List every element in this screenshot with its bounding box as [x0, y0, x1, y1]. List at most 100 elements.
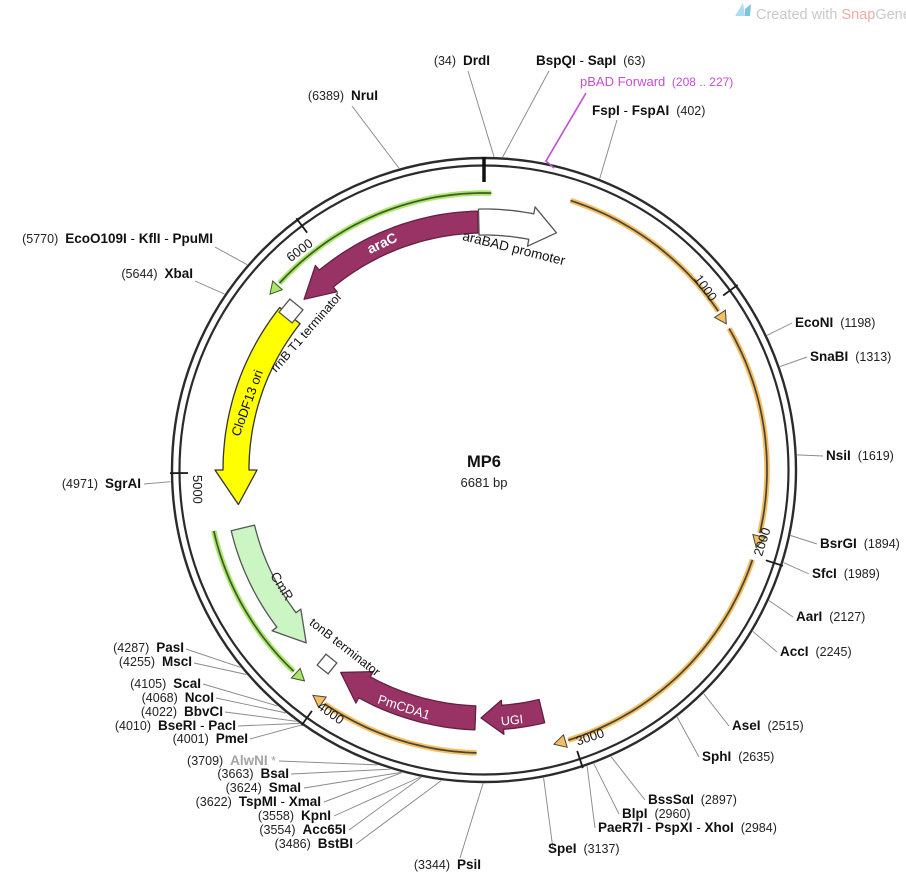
- site-label-SnaBI: SnaBI (1313): [810, 349, 891, 364]
- site-leader-BbvCI: [224, 711, 297, 722]
- orf-arrow-orf-forward-1: [569, 197, 727, 325]
- site-leader-BspQI: [502, 70, 550, 158]
- site-leader-PasI: [185, 648, 241, 668]
- scale-tick-6000: [295, 217, 308, 234]
- site-leader-BssSαI: [610, 756, 646, 801]
- site-label-BseRI-PacI: (4010) BseRI - PacI: [115, 718, 236, 733]
- site-leader-FspI: [599, 119, 618, 179]
- scale-label-3000: 3000: [574, 725, 606, 748]
- feature-PmCDA1: [340, 670, 477, 731]
- site-label-PsiI: (3344) PsiI: [414, 857, 481, 872]
- site-leader-MscI: [193, 662, 247, 675]
- site-label-EcoO109I-KflI-PpuMI: (5770) EcoO109I - KflI - PpuMI: [22, 231, 213, 246]
- site-leader-EcoNI: [766, 322, 793, 336]
- orf-arrowhead: [269, 280, 284, 295]
- site-label-KpnI: (3558) KpnI: [258, 808, 331, 823]
- scale-tick-2000: [765, 559, 784, 567]
- site-leader-SgrAI: [143, 481, 171, 485]
- site-leader-PsiI: [459, 783, 484, 859]
- site-label-SgrAI: (4971) SgrAI: [62, 476, 141, 491]
- site-label-NcoI: (4068) NcoI: [142, 690, 214, 705]
- site-label-AlwNI: (3709) AlwNI *: [187, 753, 276, 768]
- site-leader-PmeI: [249, 724, 302, 740]
- feature-CmR: [230, 524, 307, 644]
- site-leader-SpeI: [543, 777, 554, 850]
- site-label-SmaI: (3624) SmaI: [226, 780, 301, 795]
- primer-label: pBAD Forward (208 .. 227): [580, 74, 733, 89]
- orf-arrow-orf-forward-2: [726, 327, 770, 549]
- site-leader-BlpI: [593, 763, 620, 815]
- snapgene-logo-icon: [745, 4, 751, 16]
- site-label-DrdI: (34) DrdI: [434, 53, 490, 68]
- site-leader-NruI: [351, 105, 400, 169]
- orf-arrow-band: [726, 327, 770, 534]
- site-label-SphI: SphI (2635): [702, 749, 774, 764]
- orf-arrow-core: [324, 703, 477, 754]
- site-label-BbvCI: (4022) BbvCI: [141, 704, 223, 719]
- primer-pBAD-Forward: pBAD Forward (208 .. 227): [544, 74, 733, 169]
- site-label-EcoNI: EcoNI (1198): [795, 315, 875, 330]
- site-leader-SphI: [676, 716, 700, 758]
- site-label-AccI: AccI (2245): [780, 644, 852, 659]
- site-label-PaeR7I-PspXI-XhoI: PaeR7I - PspXI - XhoI (2984): [598, 820, 777, 835]
- site-leader-PaeR7I: [586, 765, 596, 829]
- plasmid-size: 6681 bp: [461, 475, 508, 490]
- orf-arrowhead: [752, 533, 767, 549]
- feature-CloDF13-ori: [214, 306, 301, 506]
- site-leader-Acc65I: [348, 776, 422, 831]
- site-leader-BstBI: [355, 780, 442, 845]
- site-label-BssSαI: BssSαI (2897): [648, 792, 737, 807]
- marker-label-tonB-terminator: tonB terminator: [307, 615, 383, 679]
- site-leader-AarI: [768, 600, 794, 618]
- site-leader-XbaI: [194, 280, 225, 295]
- site-label-FspI-FspAI: FspI - FspAI (402): [592, 103, 705, 118]
- orf-arrow-core: [212, 530, 295, 672]
- site-leader-NsiI: [797, 454, 824, 457]
- site-leader-BsaI: [290, 768, 391, 775]
- orf-arrow-orf-reverse-2: [211, 530, 306, 682]
- site-label-AarI: AarI (2127): [796, 609, 865, 624]
- site-leader-NcoI: [215, 697, 286, 714]
- scale-label-1000: 1000: [691, 272, 720, 304]
- site-leader-TspMI: [323, 772, 403, 803]
- marker-tonB-terminator: [316, 653, 338, 675]
- site-label-BsrGI: BsrGI (1894): [820, 536, 900, 551]
- site-label-AseI: AseI (2515): [732, 718, 804, 733]
- site-leader-AccI: [752, 630, 778, 653]
- orf-arrow-orf-forward-4: [312, 694, 477, 756]
- orf-arrow-band: [567, 558, 755, 743]
- orf-arrow-core: [278, 192, 492, 284]
- scale-tick-1000: [722, 284, 739, 297]
- site-label-BsaI: (3663) BsaI: [217, 766, 289, 781]
- site-leader-SmaI: [303, 771, 402, 789]
- site-label-TspMI-XmaI: (3622) TspMI - XmaI: [196, 794, 321, 809]
- site-label-SpeI: SpeI (3137): [548, 841, 620, 856]
- site-label-MscI: (4255) MscI: [119, 654, 192, 669]
- site-leader-EcoO109I: [214, 246, 248, 266]
- site-label-PmeI: (4001) PmeI: [173, 731, 248, 746]
- scale-label-2000: 2000: [750, 526, 773, 558]
- site-label-PasI: (4287) PasI: [113, 640, 184, 655]
- site-label-SfcI: SfcI (1989): [812, 566, 880, 581]
- site-leader-BsrGI: [790, 535, 818, 545]
- orf-arrowhead: [290, 667, 306, 682]
- orf-arrowhead: [312, 694, 328, 709]
- site-label-Acc65I: (3554) Acc65I: [259, 822, 346, 837]
- scale-label-5000: 5000: [190, 475, 205, 504]
- orf-arrow-orf-reverse-1: [269, 190, 492, 295]
- snapgene-watermark: Created with SnapGene®: [735, 3, 906, 23]
- site-leader-ScaI: [202, 683, 278, 707]
- site-label-NruI: (6389) NruI: [308, 88, 378, 103]
- site-leader-BseRI: [237, 722, 300, 727]
- scale-tick-3000: [576, 750, 584, 769]
- site-leader-SnaBI: [779, 356, 808, 368]
- scale-label-4000: 4000: [315, 698, 347, 727]
- plasmid-name: MP6: [467, 453, 501, 471]
- site-leader-SfcI: [783, 562, 810, 575]
- site-label-ScaI: (4105) ScaI: [130, 676, 201, 691]
- feature-UGI: [480, 698, 546, 735]
- site-label-BstBI: (3486) BstBI: [275, 836, 353, 851]
- watermark-text: Created with SnapGene®: [756, 6, 906, 23]
- site-leader-AlwNI: [278, 760, 378, 766]
